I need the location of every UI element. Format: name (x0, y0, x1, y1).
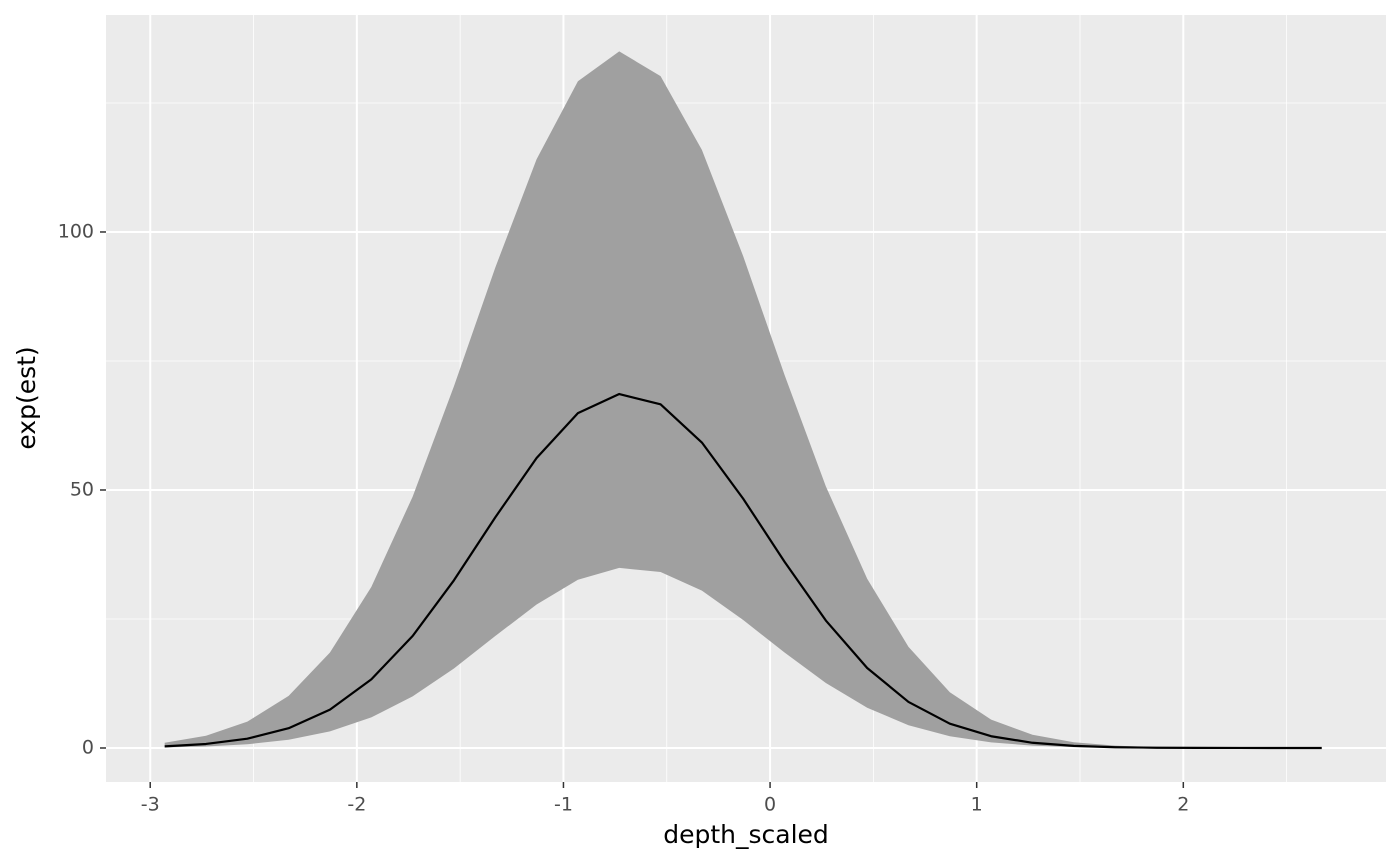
estimate-line (164, 392, 1322, 750)
y-tick-label: 0 (82, 736, 94, 758)
x-tick-label: 1 (971, 794, 983, 816)
x-tick-label: 2 (1177, 794, 1189, 816)
y-tick-label: 100 (58, 220, 94, 242)
y-axis-title: exp(est) (12, 346, 41, 449)
marks (164, 51, 1322, 750)
x-tick-label: -3 (141, 794, 160, 816)
x-axis-title: depth_scaled (663, 820, 829, 849)
x-tick-label: -1 (554, 794, 573, 816)
x-tick-label: -2 (347, 794, 366, 816)
axes: -3 -2 -1 0 1 2 0 50 100 (58, 220, 1190, 815)
x-tick-label: 0 (764, 794, 776, 816)
y-tick-label: 50 (70, 478, 94, 500)
confidence-ribbon (164, 51, 1322, 748)
